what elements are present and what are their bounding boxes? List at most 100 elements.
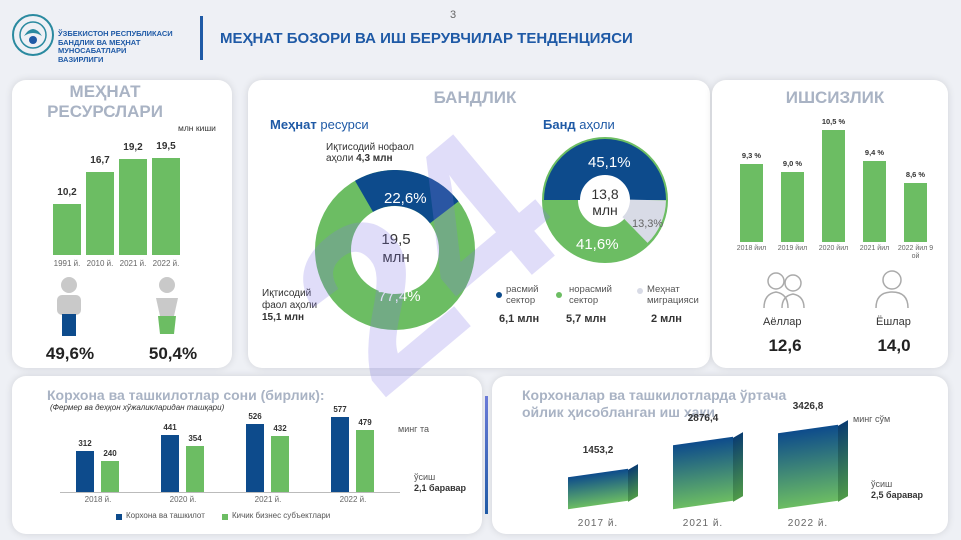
enterprises-unit: минг та [398, 424, 429, 434]
labour-bar-label: 19,2 [123, 142, 143, 153]
enterprises-bar-label: 441 [163, 422, 177, 432]
informal-label: норасмий сектор [569, 284, 612, 306]
labour-bar [119, 159, 147, 255]
women-icon [763, 272, 805, 309]
enterprises-growth-value: 2,1 баравар [414, 483, 466, 493]
enterprises-bar-label: 526 [248, 411, 262, 421]
migration-label: Меҳнат миграцияси [647, 284, 699, 306]
enterprises-tick: 2018 й. [84, 495, 112, 504]
enterprises-bar [356, 429, 374, 492]
unemployment-bar [863, 160, 886, 242]
enterprises-bar [331, 416, 349, 492]
woman-icon [156, 277, 178, 334]
labour-tick: 2022 й. [152, 259, 180, 268]
unemployment-bar-label: 9,4 % [864, 147, 885, 157]
wages-unit: минг сўм [853, 414, 891, 424]
unemployment-bar-label: 9,0 % [782, 159, 803, 168]
formal-slice [544, 139, 666, 202]
women-value: 12,6 [768, 336, 802, 355]
unemployment-tick: 2021 йил [859, 245, 890, 252]
employed-center-value: 13,8 млн [591, 186, 619, 218]
wages-growth-label: ўсиш [871, 479, 893, 489]
migration-dot [637, 288, 643, 294]
inactive-pct: 22,6% [384, 190, 427, 207]
women-percent: 50,4% [148, 344, 198, 363]
inactive-slice [355, 170, 459, 224]
formal-label: расмий сектор [506, 284, 539, 306]
active-label: Иқтисодий фаол аҳоли 15,1 млн [262, 288, 318, 323]
youth-label: Ёшлар [876, 316, 911, 328]
women-label: Аёллар [763, 316, 802, 328]
unemployment-bar [740, 163, 763, 242]
formal-pct: 45,1% [588, 154, 631, 171]
unemployment-bar [822, 130, 845, 242]
unemployment-bar-label: 9,3 % [741, 150, 762, 160]
enterprises-bar-label: 577 [333, 404, 347, 414]
employed-donut [542, 137, 668, 263]
youth-icon [875, 270, 909, 309]
labour-bar-label: 16,7 [90, 154, 110, 166]
enterprises-axis [60, 492, 400, 493]
employed-title: Банд аҳоли [543, 117, 615, 132]
wages-title: Корхоналар ва ташкилотларда ўртача ойлик … [522, 387, 787, 420]
wages-bar-side [838, 419, 848, 502]
informal-dot [556, 292, 562, 298]
enterprises-bar [186, 445, 204, 492]
legend-small-business-swatch [222, 514, 228, 520]
enterprises-tick: 2020 й. [169, 495, 197, 504]
unemployment-tick: 2020 йил [818, 245, 849, 252]
wages-bar [673, 436, 733, 510]
legend-enterprise-label: Корхона ва ташкилот [126, 511, 205, 520]
unemployment-bar [904, 183, 927, 242]
active-pct: 77,4% [378, 288, 421, 305]
unemployment-bar-label: 8,6 % [905, 170, 926, 180]
page-number: 3 [450, 9, 457, 21]
wages-bar-side [733, 432, 743, 502]
labour-bar-label: 19,5 [156, 140, 176, 152]
enterprises-bar-label: 312 [78, 439, 92, 449]
enterprises-bar-label: 354 [188, 433, 202, 443]
ministry-name: ЎЗБЕКИСТОН РЕСПУБЛИКАСИ БАНДЛИК ВА МЕҲНА… [58, 29, 173, 64]
labour-tick: 2010 й. [86, 259, 114, 268]
wages-bar-label: 1453,2 [582, 444, 614, 456]
labour-bar-label: 10,2 [57, 187, 77, 198]
enterprises-bar-label: 432 [273, 423, 287, 433]
wages-tick: 2022 й. [787, 518, 829, 529]
enterprises-bar [271, 435, 289, 492]
wages-tick: 2021 й. [682, 518, 724, 529]
man-icon [57, 277, 81, 336]
informal-value: 5,7 млн [566, 313, 607, 325]
labour-bar [86, 171, 114, 255]
labour-unit: млн киши [178, 123, 216, 133]
wages-tick: 2017 й. [577, 518, 619, 529]
migration-slice [621, 198, 666, 243]
unemployment-tick: 2018 йил [736, 245, 767, 252]
formal-dot [496, 292, 502, 298]
page-title: МЕҲНАТ БОЗОРИ ВА ИШ БЕРУВЧИЛАР ТЕНДЕНЦИЯ… [220, 30, 633, 47]
labour-tick: 1991 й. [53, 259, 81, 268]
ministry-logo [12, 14, 54, 56]
enterprises-bar [101, 460, 119, 492]
unemployment-tick: 2022 йил 9 ой [897, 245, 934, 260]
labour-resource-donut [315, 170, 475, 330]
enterprises-subtitle: (Фермер ва деҳқон хўжаликларидан ташқари… [50, 403, 225, 412]
wages-accent-line [485, 396, 488, 514]
wages-growth-value: 2,5 баравар [871, 490, 923, 500]
enterprises-bar [76, 451, 94, 492]
unemployment-bar-label: 10,5 % [821, 117, 846, 126]
formal-value: 6,1 млн [499, 313, 540, 325]
wages-bar-label: 2876,4 [687, 413, 719, 425]
unemployment-bar [781, 172, 804, 242]
employment-title: БАНДЛИК [433, 88, 517, 107]
labour-bar [53, 204, 81, 255]
wages-bar [778, 424, 838, 510]
enterprises-bar [246, 423, 264, 492]
wages-bar-side [628, 463, 638, 502]
labour-bar [152, 157, 180, 255]
informal-pct: 41,6% [576, 236, 619, 253]
enterprises-tick: 2022 й. [339, 495, 367, 504]
migration-value: 2 млн [651, 313, 682, 325]
legend-small-business-label: Кичик бизнес субъектлари [232, 511, 331, 520]
youth-value: 14,0 [877, 336, 911, 355]
enterprises-growth-label: ўсиш [414, 472, 436, 482]
